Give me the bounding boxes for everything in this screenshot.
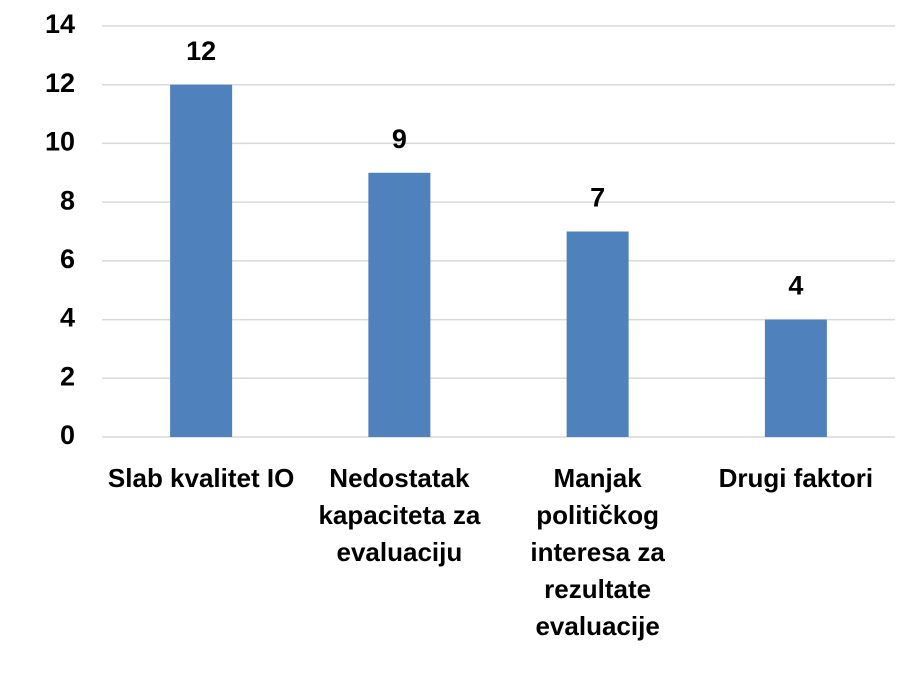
data-label: 4 [788,271,803,301]
y-tick-label: 12 [45,68,75,98]
x-tick-label: Nedostatak kapaciteta za evaluaciju [318,463,481,567]
bar [368,172,431,438]
y-tick-label: 10 [45,127,75,157]
bar [566,231,629,437]
y-tick-label: 6 [60,244,75,274]
x-tick-label: Drugi faktori [718,463,874,493]
y-tick-label: 2 [60,361,75,391]
data-label: 7 [590,183,605,213]
x-tick-label: Manjak političkog interesa za rezultate … [530,463,665,641]
y-tick-label: 8 [60,185,75,215]
data-label: 9 [392,124,407,154]
x-tick-label: Slab kvalitet IO [107,463,295,493]
y-tick-label: 4 [60,303,75,333]
bar [170,84,233,437]
data-label: 12 [186,36,216,66]
y-tick-label: 14 [45,9,75,39]
y-tick-label: 0 [60,420,75,450]
bar [764,319,827,437]
